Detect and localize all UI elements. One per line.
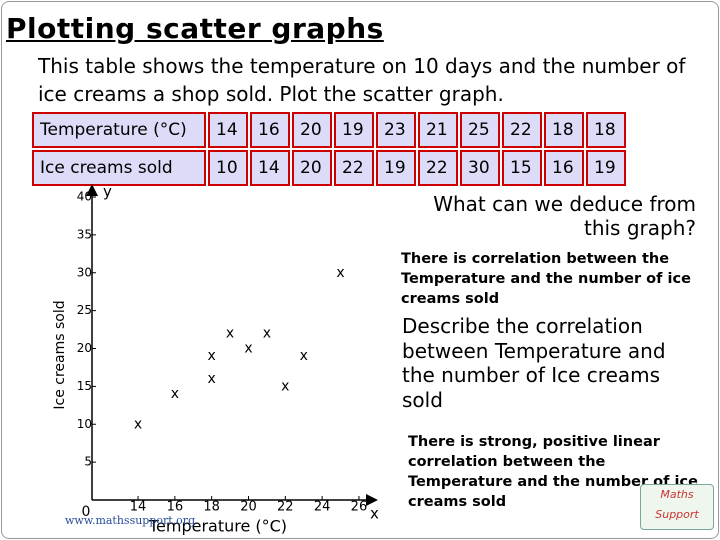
point: x — [263, 325, 271, 341]
table-cell: 15 — [502, 150, 542, 186]
point: x — [336, 265, 344, 281]
point: x — [226, 325, 234, 341]
answer: There is strong, positive linear correla… — [408, 434, 698, 510]
table-row: Ice creams sold 10 14 20 22 19 22 30 15 16 19 — [32, 150, 626, 186]
point: x — [134, 416, 142, 432]
row-header: Ice creams sold — [32, 150, 206, 186]
y-axis-letter: y — [103, 183, 112, 201]
table-row: Temperature (°C) 14 16 20 19 23 21 25 22 18 18 — [32, 112, 626, 148]
point: x — [300, 348, 308, 364]
y-tick-label: 20 — [77, 341, 92, 355]
table-cell: 18 — [544, 112, 584, 148]
y-axis-title: Ice creams sold — [52, 300, 68, 409]
question: Describe the correlation between Tempera… — [402, 314, 666, 412]
data-table: Temperature (°C) 14 16 20 19 23 21 25 22 18 18 Ice … — [30, 110, 628, 188]
table-cell: 14 — [250, 150, 290, 186]
logo: Maths Support — [640, 484, 714, 530]
question: What can we deduce from this graph? — [433, 192, 696, 240]
y-tick-label: 30 — [77, 265, 92, 279]
table-cell: 10 — [208, 150, 248, 186]
table-cell: 20 — [292, 112, 332, 148]
table-cell: 16 — [250, 112, 290, 148]
table-cell: 19 — [376, 150, 416, 186]
table-cell: 14 — [208, 112, 248, 148]
table-cell: 22 — [502, 112, 542, 148]
x-axis-letter: x — [370, 505, 379, 523]
y-tick-label: 10 — [77, 417, 92, 431]
x-tick-label: 26 — [351, 500, 368, 515]
x-tick-label: 22 — [277, 500, 294, 515]
table-cell: 19 — [586, 150, 626, 186]
point: x — [171, 386, 179, 402]
point: x — [208, 371, 216, 387]
table-cell: 16 — [544, 150, 584, 186]
y-tick-label: 15 — [77, 379, 92, 393]
table-cell: 20 — [292, 150, 332, 186]
x-tick-label: 16 — [167, 500, 184, 515]
x-tick-label: 24 — [314, 500, 331, 515]
origin-label: 0 — [82, 504, 91, 520]
y-tick-label: 35 — [77, 227, 92, 241]
x-axis-title: Temperature (°C) — [148, 517, 287, 536]
y-tick-label: 5 — [84, 455, 92, 469]
point: x — [244, 341, 252, 357]
x-tick-label: 20 — [240, 500, 257, 515]
x-tick-label: 14 — [130, 500, 147, 515]
point: x — [281, 378, 289, 394]
table-cell: 25 — [460, 112, 500, 148]
x-tick-label: 18 — [203, 500, 220, 515]
table-cell: 22 — [334, 150, 374, 186]
row-header: Temperature (°C) — [32, 112, 206, 148]
intro: This table shows the temperature on 10 d… — [38, 54, 686, 106]
table-cell: 30 — [460, 150, 500, 186]
title: Plotting scatter graphs — [6, 12, 384, 45]
table-cell: 19 — [334, 112, 374, 148]
y-tick-label: 25 — [77, 303, 92, 317]
table-cell: 22 — [418, 150, 458, 186]
table-cell: 21 — [418, 112, 458, 148]
table-cell: 23 — [376, 112, 416, 148]
answer: There is correlation between the Tempera… — [401, 251, 691, 307]
point: x — [208, 348, 216, 364]
footer: www.mathssupport.org — [65, 514, 195, 527]
table-cell: 18 — [586, 112, 626, 148]
y-tick-label: 40 — [77, 190, 92, 204]
